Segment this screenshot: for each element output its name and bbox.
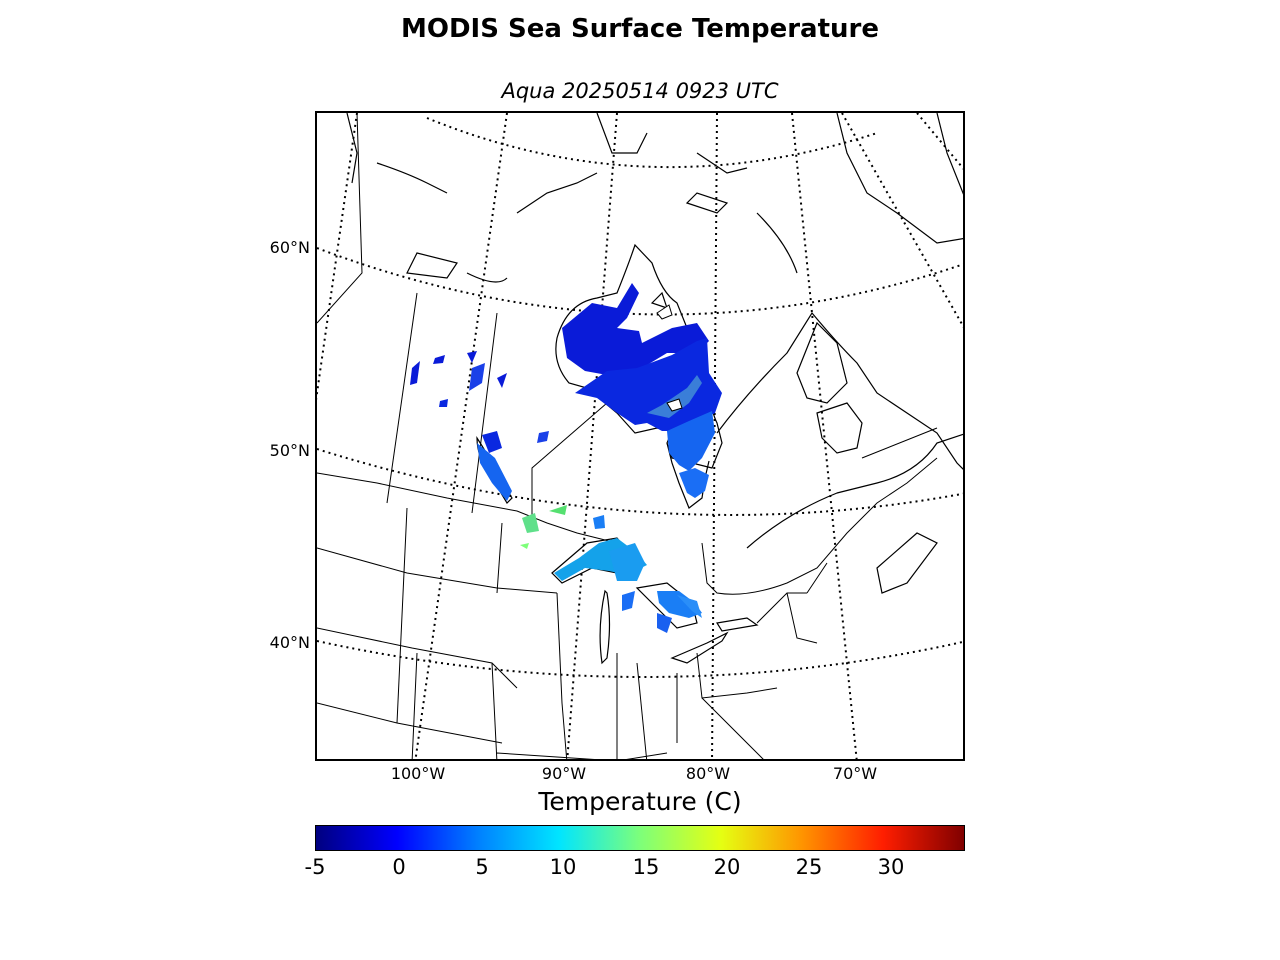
sst-hudson-bay-north: [562, 283, 709, 375]
sst-lake-winnipeg: [477, 443, 512, 501]
sst-map: [317, 113, 963, 759]
sst-data-gaps: [656, 304, 683, 412]
lake-ontario: [716, 617, 759, 632]
meridian-80w: [711, 113, 718, 759]
meridian-90w: [566, 113, 618, 759]
us-canada-border-east: [701, 457, 938, 595]
ungava-peninsula: [796, 321, 848, 404]
colorbar-title: Temperature (C): [538, 787, 742, 816]
lat-label-40: 40°N: [269, 633, 310, 652]
colorbar-tick: 20: [713, 855, 741, 879]
sst-great-lakes: [554, 538, 702, 633]
sst-lake-e: [497, 373, 507, 388]
graticule-parallels: [317, 117, 963, 678]
sst-georgian-bay: [677, 595, 702, 618]
parallel-50n: [317, 448, 963, 516]
sst-lake-b: [467, 351, 477, 363]
meridian-110w: [317, 113, 358, 401]
sst-james-bay: [667, 411, 715, 471]
sst-lake-g: [537, 431, 549, 443]
gap-island-2: [656, 304, 673, 320]
colorbar-tick: 0: [392, 855, 406, 879]
colorbar: [315, 825, 965, 851]
meridian-70w: [791, 113, 858, 759]
manitoba-ontario-border: [531, 402, 608, 523]
parallel-70n: [426, 117, 878, 169]
meridian-60w: [841, 113, 963, 328]
lat-label-50: 50°N: [269, 441, 310, 460]
alberta-sask-border: [386, 292, 418, 504]
sst-lake-a: [433, 355, 445, 364]
nova-scotia: [876, 532, 938, 594]
colorbar-tick: 5: [475, 855, 489, 879]
sst-lake-of-woods: [522, 513, 539, 533]
sst-lake-h: [549, 505, 567, 515]
sst-lake-nipigon: [593, 515, 605, 529]
sst-lake-d: [410, 361, 420, 385]
sst-lake-huron-south: [657, 613, 672, 633]
arctic-islands: [346, 113, 963, 283]
sst-lake-i: [520, 543, 529, 549]
sst-lake-winnipeg-north: [482, 431, 502, 453]
sst-inland-lakes: [410, 351, 605, 549]
sst-hudson-bay-south: [575, 338, 722, 431]
quebec-labrador-border: [861, 427, 938, 459]
sst-lake-c: [469, 363, 485, 391]
meridian-50w: [916, 113, 963, 170]
labrador-coast: [716, 311, 963, 470]
colorbar-tick: 15: [632, 855, 660, 879]
sst-lake-f: [439, 399, 448, 407]
sask-manitoba-border: [471, 312, 498, 514]
lon-label-70w: 70°W: [832, 764, 878, 783]
nunavut-border: [317, 113, 363, 324]
lake-erie: [670, 631, 729, 664]
colorbar-tick: -5: [304, 855, 326, 879]
parallel-40n: [317, 640, 963, 678]
sst-lake-michigan-north: [622, 591, 635, 611]
map-panel: [315, 111, 965, 761]
colorbar-tick: 25: [795, 855, 823, 879]
graticule-meridians: [317, 113, 963, 759]
lat-label-60: 60°N: [269, 238, 310, 257]
sst-lake-superior-east: [609, 543, 645, 581]
newfoundland: [816, 402, 863, 454]
figure-subtitle: Aqua 20250514 0923 UTC: [501, 79, 779, 103]
lon-label-80w: 80°W: [685, 764, 731, 783]
sst-hudson-bay: [562, 283, 722, 498]
figure-title: MODIS Sea Surface Temperature: [401, 14, 879, 44]
lon-label-90w: 90°W: [541, 764, 587, 783]
lake-michigan: [599, 589, 611, 665]
us-canada-border: [317, 472, 618, 544]
gap-island-1: [666, 398, 683, 412]
sst-lake-huron: [657, 591, 702, 618]
political-boundaries: [317, 113, 938, 759]
sst-james-bay-south: [679, 468, 709, 498]
meridian-100w: [414, 113, 508, 759]
gulf-st-lawrence: [746, 433, 963, 549]
lon-label-100w: 100°W: [390, 764, 446, 783]
colorbar-tick: 10: [549, 855, 577, 879]
colorbar-tick: 30: [877, 855, 905, 879]
sst-hudson-bay-warm-streak: [647, 375, 702, 418]
belcher-islands: [650, 291, 668, 309]
lake-huron: [635, 582, 698, 629]
us-state-lines: [317, 507, 828, 759]
